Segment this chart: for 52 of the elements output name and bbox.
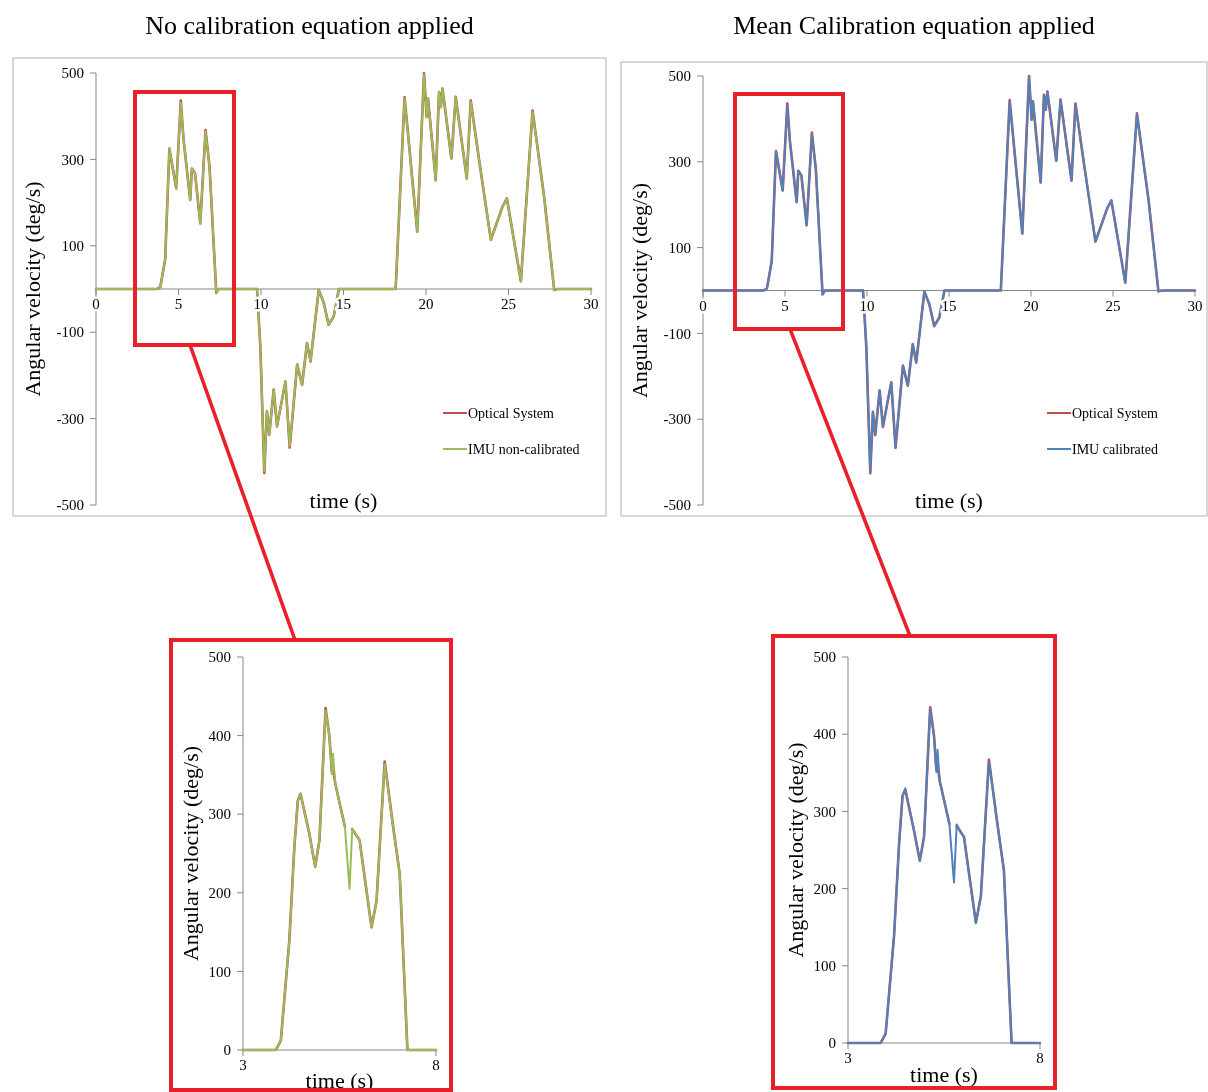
x-tick-label: 0 xyxy=(699,297,707,314)
x-axis-title: time (s) xyxy=(309,488,378,513)
x-tick-label: 5 xyxy=(174,296,183,312)
y-tick-label: 200 xyxy=(208,885,231,902)
legend-label: Optical System xyxy=(468,405,555,421)
legend-label: IMU non-calibrated xyxy=(468,441,580,457)
chart-title: No calibration equation applied xyxy=(145,11,474,40)
y-tick-label: 300 xyxy=(208,806,231,823)
chart-title: Mean Calibration equation applied xyxy=(733,11,1095,40)
x-tick-label: 0 xyxy=(92,296,100,312)
y-tick-label: 100 xyxy=(61,238,84,255)
y-tick-label: 0 xyxy=(828,1035,836,1052)
y-tick-label: -500 xyxy=(663,497,691,514)
y-tick-label: 400 xyxy=(208,727,231,744)
x-tick-label: 25 xyxy=(501,296,516,312)
x-tick-label: 8 xyxy=(432,1057,440,1073)
y-tick-label: 100 xyxy=(813,958,836,975)
x-tick-label: 25 xyxy=(1105,297,1121,314)
y-tick-label: -100 xyxy=(663,325,691,342)
x-tick-label: 20 xyxy=(418,296,434,312)
y-tick-label: 300 xyxy=(813,803,836,820)
x-tick-label: 8 xyxy=(1036,1050,1044,1066)
y-tick-label: 300 xyxy=(668,154,691,171)
legend-label: IMU calibrated xyxy=(1072,441,1158,457)
x-tick-label: 20 xyxy=(1023,297,1039,314)
x-tick-label: 5 xyxy=(781,297,789,314)
x-tick-label: 15 xyxy=(336,296,351,312)
x-tick-label: 3 xyxy=(239,1057,247,1073)
x-tick-label: 15 xyxy=(941,297,957,314)
x-tick-label: 30 xyxy=(1187,297,1203,314)
y-axis-title: Angular velocity (deg/s) xyxy=(783,742,808,958)
y-tick-label: 500 xyxy=(813,649,836,666)
y-tick-label: -500 xyxy=(56,497,84,514)
y-tick-label: -100 xyxy=(56,324,84,341)
y-tick-label: 200 xyxy=(813,880,836,897)
y-tick-label: 400 xyxy=(813,726,836,743)
y-tick-label: 300 xyxy=(61,151,84,168)
y-tick-label: 500 xyxy=(208,649,231,666)
legend-label: Optical System xyxy=(1072,405,1159,421)
y-axis-title: Angular velocity (deg/s) xyxy=(20,181,45,397)
y-axis-title: Angular velocity (deg/s) xyxy=(627,182,652,399)
y-tick-label: 500 xyxy=(61,65,84,82)
x-axis-title: time (s) xyxy=(910,1062,978,1087)
y-tick-label: 500 xyxy=(668,68,691,85)
y-axis-title: Angular velocity (deg/s) xyxy=(178,745,203,962)
y-tick-label: -300 xyxy=(663,411,691,428)
x-tick-label: 30 xyxy=(583,296,599,312)
y-tick-label: -300 xyxy=(56,410,84,427)
y-tick-label: 100 xyxy=(668,239,691,256)
x-tick-label: 3 xyxy=(844,1050,852,1066)
y-tick-label: 100 xyxy=(208,963,231,980)
x-axis-title: time (s) xyxy=(915,488,983,513)
